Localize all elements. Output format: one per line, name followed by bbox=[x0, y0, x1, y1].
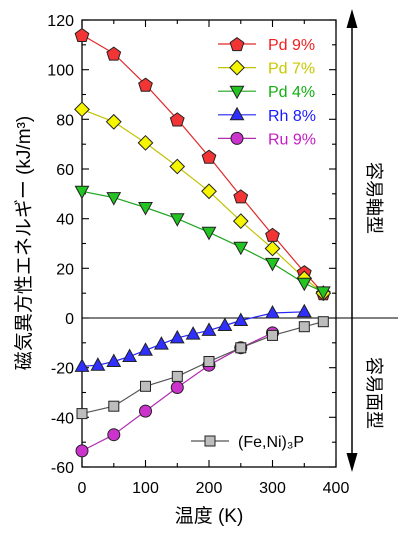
x-tick-label: 0 bbox=[78, 480, 87, 497]
data-point-pd-4 bbox=[265, 257, 280, 272]
data-point-rh-8 bbox=[138, 342, 153, 356]
legend-label: Pd 9% bbox=[268, 37, 315, 54]
data-point-pd-9 bbox=[265, 227, 280, 242]
data-point-pd-9 bbox=[74, 27, 90, 42]
easy-axis-arrowhead bbox=[346, 9, 358, 28]
legend-marker bbox=[204, 435, 216, 447]
data-point-ru-9 bbox=[75, 444, 89, 458]
legend-marker bbox=[229, 59, 245, 76]
plot-frame bbox=[81, 19, 337, 468]
data-point-rh-8 bbox=[122, 348, 138, 362]
legend-label: (Fe,Ni)₃P bbox=[238, 434, 304, 451]
data-point-pd-7 bbox=[74, 101, 90, 118]
data-point-pd-7 bbox=[201, 183, 217, 200]
easy-plane-label: 容易面型 bbox=[364, 357, 384, 429]
data-point-pd-7 bbox=[232, 213, 249, 230]
data-point-pd-7 bbox=[169, 158, 186, 175]
data-point-pd-4 bbox=[74, 185, 90, 200]
data-point-pd-9 bbox=[201, 149, 217, 164]
data-point-fe-ni-p bbox=[171, 370, 183, 382]
legend-marker bbox=[229, 106, 245, 121]
legend-entry-rh-8: Rh 8% bbox=[218, 106, 316, 125]
tick-labels: 0 100 200 300 400 -60 -40 -20 0 20 40 60 80 100 120 bbox=[47, 13, 349, 497]
data-point-fe-ni-p bbox=[267, 329, 278, 341]
legend-label: Rh 8% bbox=[268, 108, 316, 125]
x-tick-label: 100 bbox=[132, 480, 159, 497]
data-point-fe-ni-p bbox=[108, 400, 120, 412]
data-point-fe-ni-p bbox=[76, 408, 88, 420]
data-point-fe-ni-p bbox=[298, 321, 310, 333]
series-line-pd-4 bbox=[81, 190, 324, 293]
easy-axis-label: 容易軸型 bbox=[364, 162, 384, 234]
data-point-pd-9 bbox=[138, 77, 153, 92]
data-point-rh-8 bbox=[233, 312, 249, 326]
legend-entry-pd-9: Pd 9% bbox=[218, 36, 315, 54]
data-point-rh-8 bbox=[106, 353, 122, 367]
data-point-pd-4 bbox=[138, 202, 153, 216]
data-point-ru-9 bbox=[139, 404, 152, 418]
y-tick-label: 0 bbox=[65, 311, 74, 328]
data-point-rh-8 bbox=[265, 304, 280, 319]
data-point-pd-4 bbox=[233, 241, 249, 256]
y-tick-label: 100 bbox=[47, 63, 74, 80]
legend-label: Pd 4% bbox=[268, 84, 315, 101]
data-point-ru-9 bbox=[107, 428, 121, 442]
y-axis-label: 磁気異方性エネルギー (kJ/m³) bbox=[13, 116, 35, 370]
data-point-pd-7 bbox=[264, 240, 281, 257]
data-point-rh-8 bbox=[90, 357, 106, 371]
legend-marker bbox=[229, 85, 245, 100]
data-point-rh-8 bbox=[217, 317, 233, 331]
data-point-fe-ni-p bbox=[235, 342, 247, 354]
legend-entry-pd-4: Pd 4% bbox=[218, 84, 315, 101]
data-point-fe-ni-p bbox=[317, 316, 329, 328]
axis-ticks bbox=[81, 19, 337, 468]
data-point-fe-ni-p bbox=[203, 356, 215, 367]
y-tick-label: -40 bbox=[51, 410, 74, 427]
legend-entry-fe-ni-p: (Fe,Ni)₃P bbox=[191, 434, 304, 451]
data-point-rh-8 bbox=[201, 322, 217, 336]
data-point-pd-9 bbox=[106, 46, 122, 61]
x-tick-label: 400 bbox=[323, 480, 350, 497]
data-point-rh-8 bbox=[169, 329, 185, 344]
data-point-ru-9 bbox=[170, 381, 184, 394]
data-series bbox=[74, 27, 332, 458]
data-point-pd-4 bbox=[315, 286, 331, 300]
data-point-rh-8 bbox=[153, 336, 169, 350]
data-point-pd-7 bbox=[137, 134, 154, 151]
data-point-rh-8 bbox=[74, 358, 90, 372]
data-point-fe-ni-p bbox=[140, 380, 151, 392]
y-tick-label: 60 bbox=[56, 162, 74, 179]
x-tick-label: 200 bbox=[196, 480, 223, 497]
data-point-rh-8 bbox=[296, 303, 312, 318]
legend-entry-pd-7: Pd 7% bbox=[218, 59, 315, 78]
data-point-pd-9 bbox=[233, 189, 249, 204]
y-tick-label: 120 bbox=[47, 13, 74, 30]
data-point-pd-7 bbox=[105, 113, 122, 130]
data-point-pd-4 bbox=[106, 192, 122, 206]
y-tick-label: 20 bbox=[56, 261, 74, 278]
legend-entry-ru-9: Ru 9% bbox=[218, 131, 316, 148]
y-tick-label: -20 bbox=[51, 361, 74, 378]
legend-label: Ru 9% bbox=[268, 131, 316, 148]
x-axis-label: 温度 (K) bbox=[175, 505, 244, 527]
data-point-pd-4 bbox=[201, 226, 217, 241]
y-tick-label: 80 bbox=[56, 112, 74, 129]
data-point-pd-9 bbox=[169, 112, 185, 127]
y-tick-label: -60 bbox=[51, 460, 74, 477]
x-tick-label: 300 bbox=[259, 480, 286, 497]
legend-label: Pd 7% bbox=[268, 61, 315, 78]
y-tick-label: 40 bbox=[56, 212, 74, 229]
easy-plane-arrowhead bbox=[346, 453, 358, 472]
data-point-pd-4 bbox=[296, 277, 312, 292]
data-point-pd-4 bbox=[169, 213, 185, 227]
legend-marker bbox=[230, 131, 244, 145]
data-point-rh-8 bbox=[185, 326, 201, 340]
legend: Pd 9% Pd 7% Pd 4% Rh 8% Ru 9% (Fe,Ni)₃P bbox=[191, 36, 316, 451]
legend-marker bbox=[229, 36, 245, 52]
